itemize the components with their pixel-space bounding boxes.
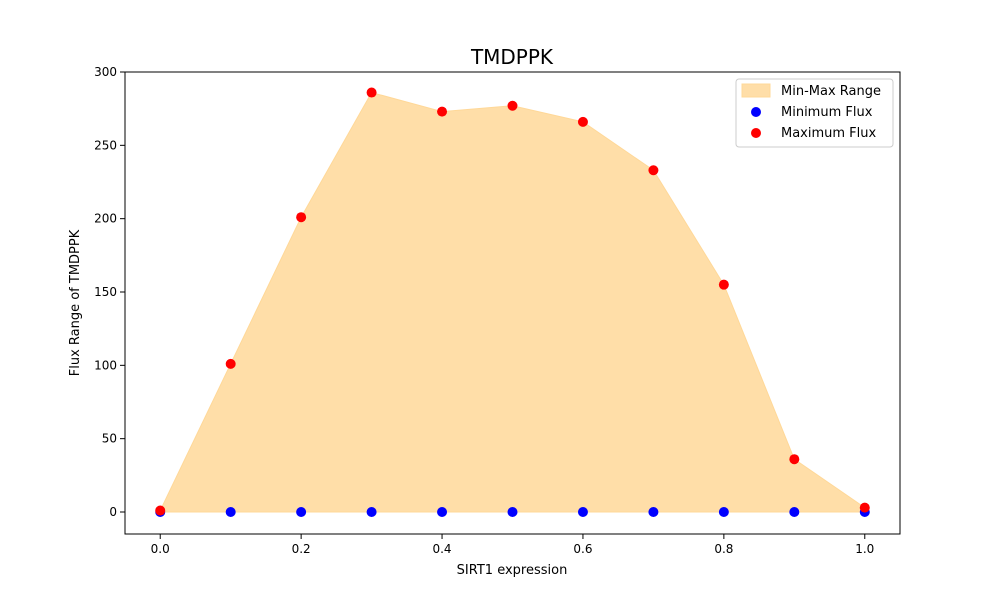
min-max-range-area: [159, 91, 866, 513]
legend-label-maximum-flux: Maximum Flux: [781, 126, 877, 141]
minimum-flux-point: [366, 507, 377, 517]
plot-frame: [124, 71, 901, 535]
y-tick-label: 50: [102, 432, 117, 446]
x-tick-label: 0.2: [292, 542, 311, 556]
y-tick-label: 100: [94, 358, 117, 372]
y-tick-label: 200: [94, 212, 117, 226]
maximum-flux-point: [437, 106, 448, 117]
legend: Min-Max Range Minimum Flux Maximum Flux: [735, 78, 894, 148]
minimum-flux-point: [718, 507, 729, 517]
legend-label-minimum-flux: Minimum Flux: [781, 105, 873, 120]
minimum-flux-point: [225, 507, 236, 517]
ticks-layer: 0.0 0.2 0.4 0.6 0.8 1.0 0 50 100 150 200 250 300: [94, 65, 874, 556]
minimum-flux-point: [507, 507, 518, 517]
legend-swatch-min-max-range: [741, 83, 771, 98]
maximum-flux-point: [155, 505, 166, 516]
minimum-flux-point: [577, 507, 588, 517]
x-tick-label: 0.6: [573, 542, 592, 556]
minimum-flux-point: [648, 507, 659, 517]
chart-title: TMDPPK: [470, 45, 554, 69]
maximum-flux-point: [859, 502, 870, 513]
x-axis-label: SIRT1 expression: [457, 563, 568, 578]
minimum-flux-point: [296, 507, 307, 517]
area-layer: [159, 91, 866, 513]
y-axis-label: Flux Range of TMDPPK: [68, 229, 83, 376]
maximum-flux-point: [789, 454, 800, 465]
maximum-flux-point: [718, 279, 729, 290]
y-tick-label: 300: [94, 65, 117, 79]
maximum-flux-point: [648, 165, 659, 176]
legend-frame: [735, 78, 894, 148]
x-tick-label: 0.8: [714, 542, 733, 556]
legend-label-min-max-range: Min-Max Range: [781, 84, 881, 99]
legend-swatch-minimum-flux: [751, 107, 761, 117]
legend-swatch-maximum-flux: [751, 128, 761, 138]
x-tick-label: 0.4: [432, 542, 451, 556]
maximum-flux-point: [366, 87, 377, 98]
y-tick-label: 150: [94, 285, 117, 299]
x-tick-label: 1.0: [855, 542, 874, 556]
maximum-flux-point: [577, 116, 588, 127]
minimum-flux-point: [437, 507, 448, 517]
minimum-flux-point: [789, 507, 800, 517]
points-layer: [155, 87, 870, 517]
maximum-flux-point: [225, 358, 236, 369]
y-tick-label: 250: [94, 138, 117, 152]
maximum-flux-point: [507, 100, 518, 111]
x-tick-label: 0.0: [151, 542, 170, 556]
y-tick-label: 0: [109, 505, 117, 519]
maximum-flux-point: [296, 212, 307, 223]
